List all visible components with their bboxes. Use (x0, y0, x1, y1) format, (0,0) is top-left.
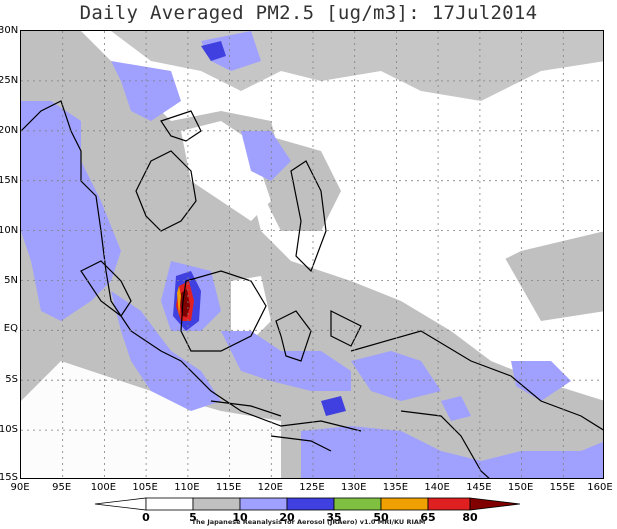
colorbar: 0 5 10 20 35 50 65 80 (94, 497, 521, 524)
colorbar-label: 5 (189, 511, 197, 524)
coastlines (21, 100, 603, 478)
lon-tick: 125E (299, 482, 325, 493)
lat-tick: 5N (4, 275, 18, 286)
lat-tick: 5S (5, 374, 18, 385)
lon-tick: 100E (90, 482, 117, 493)
colorbar-label: 0 (142, 511, 150, 524)
colorbar-label: 80 (462, 511, 478, 524)
colorbar-label: 10 (232, 511, 248, 524)
pm25-map (21, 31, 603, 478)
lon-tick: 160E (587, 482, 613, 493)
colorbar-labels: 0 5 10 20 35 50 65 80 (142, 511, 478, 524)
lon-tick: 110E (174, 482, 200, 493)
lon-tick: 115E (215, 482, 242, 493)
lon-tick: 90E (10, 482, 30, 493)
colorbar-label: 35 (326, 511, 341, 524)
colorbar-label: 50 (373, 511, 389, 524)
lon-tick: 140E (424, 482, 450, 493)
lat-tick: 15N (0, 175, 19, 186)
lat-tick: 20N (0, 125, 19, 136)
lat-tick: 15S (0, 472, 18, 483)
lon-tick: 135E (382, 482, 409, 493)
lat-tick: 10N (0, 225, 19, 236)
lon-tick: 95E (52, 482, 72, 493)
lon-tick: 155E (549, 482, 575, 493)
lat-tick: 25N (0, 75, 19, 86)
lon-tick: 105E (132, 482, 158, 493)
map-title: Daily Averaged PM2.5 [ug/m3]: 17Jul2014 (79, 2, 538, 24)
lat-tick: 10S (0, 424, 18, 435)
colorbar-label: 20 (279, 511, 295, 524)
lat-tick: EQ (3, 323, 18, 334)
colorbar-segments (94, 497, 521, 511)
lat-tick: 30N (0, 25, 19, 36)
map-panel (20, 30, 604, 479)
lon-tick: 130E (340, 482, 367, 493)
lon-tick: 150E (507, 482, 534, 493)
lon-tick: 120E (257, 482, 283, 493)
lon-tick: 145E (466, 482, 492, 493)
credit-text: The Japanese Reanalysis for Aerosol (JRA… (191, 518, 426, 526)
colorbar-label: 65 (420, 511, 435, 524)
